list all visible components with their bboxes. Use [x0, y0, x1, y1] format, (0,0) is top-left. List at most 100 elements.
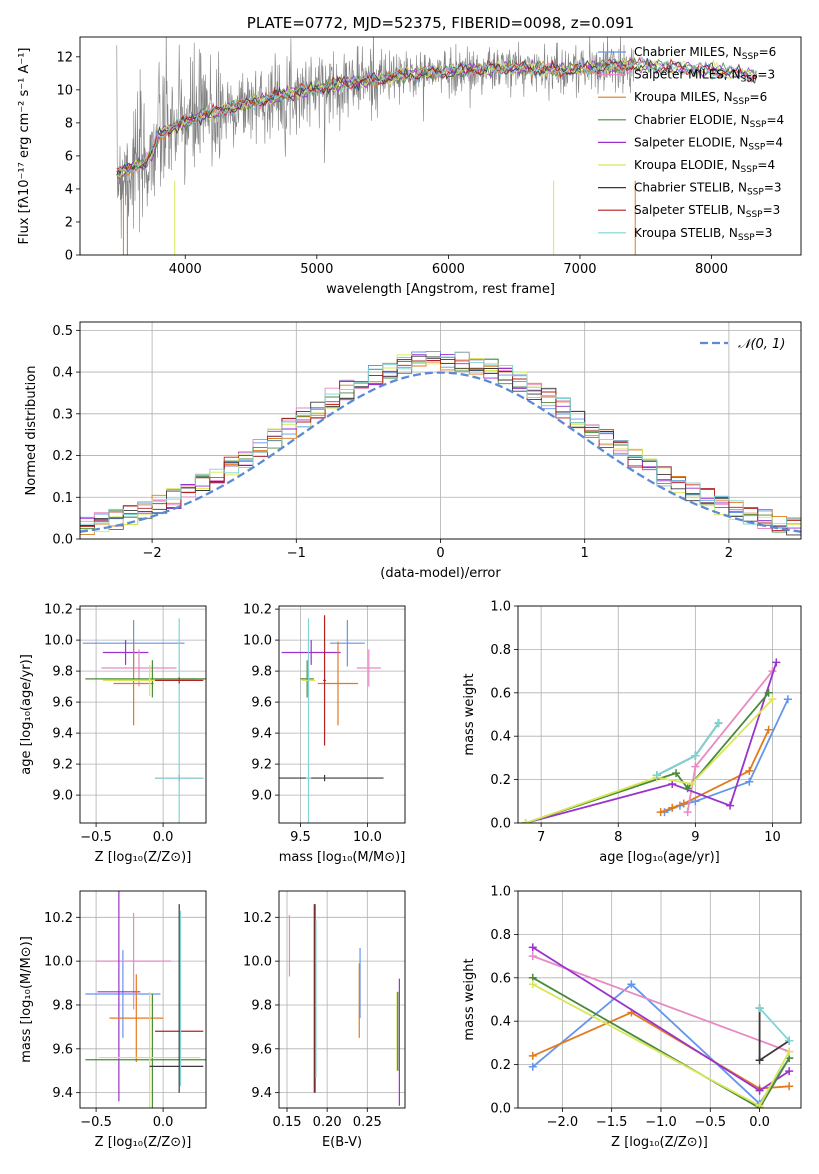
y-tick-label: 0.0 [490, 1102, 511, 1117]
weight-marker [764, 688, 773, 697]
x-axis-label: Z [log₁₀(Z/Z⊙)] [95, 1135, 192, 1150]
legend-label: Chabrier MILES, NSSP=6 [634, 45, 776, 62]
x-tick-label: 0.0 [749, 1115, 770, 1130]
y-tick-label: 10.2 [243, 603, 272, 618]
y-axis-label: Normed distribution [24, 366, 39, 496]
spectrum-axes: 4000 5000 6000 7000 8000 0 2 4 6 8 10 12 wavelength … [17, 48, 728, 298]
y-axis-label: mass weight [462, 673, 477, 755]
y-tick-label: 0.3 [52, 407, 73, 422]
x-tick-label: 1 [581, 546, 589, 561]
x-tick-label: −1.5 [596, 1115, 628, 1130]
spectrum-lines [116, 37, 757, 255]
y-tick-label: 0.1 [52, 491, 73, 506]
y-tick-label: 0.6 [490, 971, 511, 986]
y-tick-label: 0.0 [52, 533, 73, 548]
legend-label: Salpeter STELIB, NSSP=3 [634, 203, 780, 220]
x-tick-label: 10 [764, 830, 781, 845]
legend-label: Chabrier STELIB, NSSP=3 [634, 181, 782, 198]
age_vs_mass-points [279, 615, 384, 823]
x-tick-label: 7 [537, 830, 545, 845]
y-tick-label: 9.4 [52, 1086, 73, 1101]
model-spectrum [116, 56, 757, 175]
y-tick-label: 9.6 [251, 696, 272, 711]
weight-marker [755, 1101, 764, 1108]
weight-line [525, 662, 778, 823]
legend-label: Salpeter MILES, NSSP=3 [634, 68, 775, 85]
mass_vs_ebv-frame [278, 890, 406, 1109]
weight-marker [785, 1082, 794, 1091]
y-tick-label: 9.8 [52, 665, 73, 680]
weight-line [686, 670, 774, 813]
y-tick-label: 1.0 [490, 885, 511, 900]
weight-marker [521, 819, 530, 823]
y-tick-label: 9.0 [251, 789, 272, 804]
weight-marker [772, 658, 781, 667]
y-tick-label: 10.2 [44, 911, 73, 926]
y-tick-label: 10.0 [44, 634, 73, 649]
y-tick-label: 0 [65, 249, 73, 264]
weight-marker [691, 751, 700, 760]
y-tick-label: 10 [56, 83, 73, 98]
x-tick-label: 2 [725, 546, 733, 561]
legend-label: Kroupa ELODIE, NSSP=4 [634, 158, 775, 175]
x-tick-label: 0 [436, 546, 444, 561]
y-tick-label: 0.8 [490, 643, 511, 658]
y-tick-label: 9.0 [52, 789, 73, 804]
weight-line [525, 692, 770, 823]
age_vs_Z-frame [79, 605, 207, 824]
y-tick-label: 0.4 [52, 366, 73, 381]
legend-normal-label: 𝒩(0, 1) [738, 337, 785, 352]
x-axis-label: mass [log₁₀(M/M⊙)] [279, 850, 406, 865]
weight_vs_age-frame [517, 605, 802, 824]
x-axis-label: age [log₁₀(age/yr)] [599, 850, 720, 865]
weight_vs_Z-frame [517, 890, 802, 1109]
histogram-step [80, 351, 801, 537]
weight-marker [528, 1051, 537, 1060]
y-tick-label: 9.8 [52, 998, 73, 1013]
weight-marker [528, 952, 537, 961]
age_vs_mass-axes: 9.5 10.0 9.0 9.2 9.4 9.6 9.8 10.0 10.2 mass [log₁… [243, 603, 405, 865]
legend-label: Salpeter ELODIE, NSSP=4 [634, 135, 783, 152]
weight-marker [768, 695, 777, 704]
chart-title: PLATE=0772, MJD=52375, FIBERID=0098, z=0… [247, 14, 634, 32]
mass_vs_Z-points [85, 891, 206, 1108]
y-tick-label: 2 [65, 215, 73, 230]
weight-line [758, 1007, 790, 1042]
y-tick-label: 10.0 [44, 955, 73, 970]
x-tick-label: 8 [614, 830, 622, 845]
weight-marker [668, 803, 677, 812]
x-tick-label: −1 [287, 546, 306, 561]
legend-label: Chabrier ELODIE, NSSP=4 [634, 113, 784, 130]
y-tick-label: 4 [65, 182, 73, 197]
age_vs_Z-axes: −0.5 0.0 9.0 9.2 9.4 9.6 9.8 10.0 10.2 Z [log₁₀(Z… [19, 603, 206, 865]
weight-marker [656, 808, 665, 817]
age_vs_Z-points [82, 618, 206, 823]
weight-marker [683, 784, 692, 793]
weight-line [532, 955, 790, 1053]
weight-marker [683, 808, 692, 817]
x-tick-label: 7000 [563, 262, 596, 277]
weight_vs_age-series [521, 658, 792, 823]
weight-marker [528, 1062, 537, 1071]
x-tick-label: −1.0 [645, 1115, 677, 1130]
y-axis-label: Flux [fλ10⁻¹⁷ erg cm⁻² s⁻¹ A⁻¹] [17, 48, 32, 245]
weight-marker [687, 779, 696, 788]
y-tick-label: 10.0 [243, 955, 272, 970]
weight-marker [652, 771, 661, 780]
x-tick-label: −0.5 [80, 830, 112, 845]
x-axis-label: Z [log₁₀(Z/Z⊙)] [95, 850, 192, 865]
y-tick-label: 6 [65, 149, 73, 164]
y-tick-label: 0.4 [490, 1015, 511, 1030]
y-tick-label: 9.2 [251, 758, 272, 773]
y-tick-label: 9.4 [52, 727, 73, 742]
y-tick-label: 10.2 [44, 603, 73, 618]
weight_vs_age-axes: 7 8 9 10 0.0 0.2 0.4 0.6 0.8 1.0 age [log₁₀(age/yr… [462, 600, 801, 865]
x-tick-label: 0.0 [153, 830, 174, 845]
y-tick-label: 0.8 [490, 928, 511, 943]
weight-line [664, 698, 789, 813]
residuals-frame [79, 321, 802, 540]
x-tick-label: 8000 [695, 262, 728, 277]
x-tick-label: −2.0 [547, 1115, 579, 1130]
spectrum-frame [79, 36, 802, 256]
y-tick-label: 0.5 [52, 324, 73, 339]
